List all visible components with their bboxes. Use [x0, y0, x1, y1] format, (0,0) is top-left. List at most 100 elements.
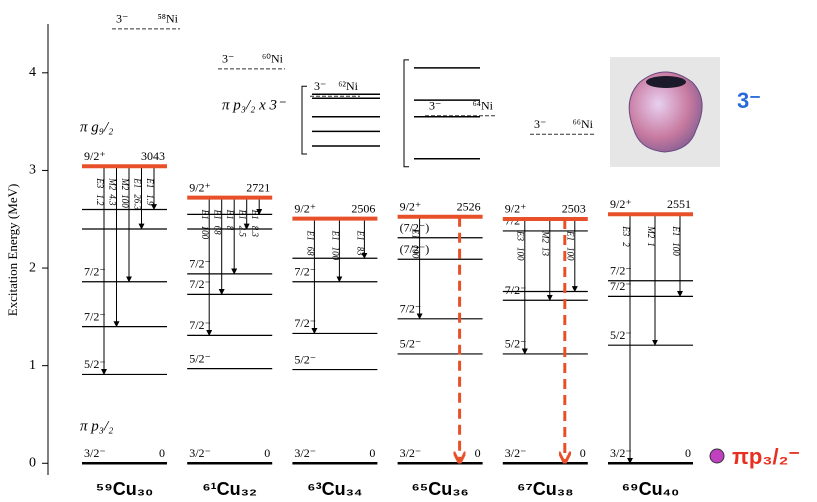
transition-intensity: 26.3 — [132, 194, 142, 210]
y-tick-label: 0 — [29, 456, 36, 471]
transition-type: M2 — [646, 225, 656, 238]
energy-label: 2503 — [562, 202, 586, 216]
nucleus-name: ⁶¹Cu₃₂ — [202, 479, 257, 499]
orbital-label: π p₃/₂ — [80, 418, 113, 434]
multiplet-bracket — [302, 86, 307, 154]
transition-intensity: 8 — [225, 226, 235, 231]
transition-intensity: 100 — [671, 242, 681, 256]
spin-label: 5/2⁻ — [610, 328, 632, 342]
energy-label: 0 — [685, 446, 691, 460]
spin-label: 7/2⁻ — [505, 283, 527, 297]
transition-intensity: 83 — [355, 247, 365, 257]
transition-intensity: 13 — [541, 247, 551, 257]
energy-label: 2551 — [667, 197, 691, 211]
multiplet-bracket — [404, 60, 409, 167]
spin-label: 7/2⁻ — [294, 316, 316, 330]
deformation-label: 3⁻ — [737, 88, 761, 113]
transition-type: E1 — [330, 230, 340, 241]
coupling-label: π p₃/₂ x 3⁻ — [222, 97, 286, 113]
octupole-spin: 3⁻ — [222, 52, 234, 66]
energy-label: 0 — [475, 446, 481, 460]
y-tick-label: 1 — [29, 358, 36, 373]
energy-label: 2526 — [457, 199, 481, 213]
spin-label: 7/2⁻ — [610, 263, 632, 277]
nucleus-name: ⁶³Cu₃₄ — [307, 479, 362, 499]
transition-type: M2 — [541, 230, 551, 243]
energy-label: 0 — [369, 446, 375, 460]
transition-intensity: 100 — [566, 247, 576, 261]
image-detail — [646, 76, 686, 88]
transition-type: E1 — [671, 225, 681, 236]
spin-label: 3/2⁻ — [505, 446, 527, 460]
transition-intensity: 1.2 — [95, 194, 105, 206]
transition-type: E3 — [516, 230, 526, 241]
energy-label: 3043 — [141, 149, 165, 163]
spin-label: 3/2⁻ — [400, 446, 422, 460]
spin-label: 7/2⁻ — [294, 264, 316, 278]
spin-label: 7/2⁻ — [84, 264, 106, 278]
spin-label: 5/2⁻ — [84, 357, 106, 371]
spin-label: 5/2⁻ — [189, 351, 211, 365]
transition-intensity: 2 — [621, 242, 631, 247]
octupole-spin: 3⁻ — [116, 12, 128, 26]
spin-label: 3/2⁻ — [294, 446, 316, 460]
orbital-label: π g₉/₂ — [80, 119, 113, 135]
transition-intensity: 4.3 — [107, 194, 117, 206]
spin-label: 5/2⁻ — [294, 352, 316, 366]
spin-label: 3/2⁻ — [84, 446, 106, 460]
transition-intensity: 8.3 — [250, 226, 260, 238]
y-tick-label: 3 — [29, 163, 36, 178]
transition-type: E1 — [355, 230, 365, 241]
spin-label: 9/2⁺ — [294, 201, 316, 215]
y-axis-label: Excitation Energy (MeV) — [5, 184, 20, 317]
octupole-nucleus: ⁶⁶Ni — [573, 117, 594, 131]
nucleus-name: ⁶⁷Cu₃₈ — [517, 479, 573, 499]
chart: Excitation Energy (MeV) π g₉/₂ π p₃/₂ π … — [0, 0, 817, 502]
spin-label: 7/2⁻ — [189, 277, 211, 291]
transition-type: M2 — [107, 177, 117, 190]
spin-label: 9/2⁺ — [610, 197, 632, 211]
transition-type: E1 — [145, 177, 155, 188]
transition-type: M2 — [120, 177, 130, 190]
transition-intensity: 68 — [213, 226, 223, 236]
octupole-spin: 3⁻ — [534, 117, 546, 131]
spin-label: 7/2⁻ — [189, 318, 211, 332]
transition-intensity: 68 — [305, 247, 315, 257]
spin-label: (7/2⁻) — [400, 242, 430, 256]
transition-type: E1 — [305, 230, 315, 241]
octupole-nucleus: ⁶⁰Ni — [262, 52, 284, 66]
energy-label: 0 — [580, 446, 586, 460]
legend-dot — [710, 449, 724, 463]
transition-intensity: 100 — [120, 194, 130, 208]
page: Excitation Energy (MeV) π g₉/₂ π p₃/₂ π … — [0, 0, 817, 502]
transition-type: E1 — [566, 230, 576, 241]
spin-label: (7/2⁻) — [400, 221, 430, 235]
nucleus-name: ⁶⁹Cu₄₀ — [622, 479, 680, 499]
spin-label: 9/2⁺ — [189, 180, 211, 194]
transition-intensity: 1.9 — [145, 194, 155, 206]
spin-label: 9/2⁺ — [400, 199, 422, 213]
spin-label: 5/2⁻ — [400, 337, 422, 351]
energy-label: 0 — [264, 446, 270, 460]
octupole-nucleus: ⁵⁸Ni — [158, 12, 179, 26]
transition-type: E3 — [621, 225, 631, 236]
spin-label: 3/2⁻ — [189, 446, 211, 460]
spin-label: 7/2⁻ — [400, 302, 422, 316]
nucleus-name: ⁵⁹Cu₃₀ — [96, 479, 153, 499]
energy-label: 2721 — [246, 180, 270, 194]
spin-label: 7/2⁻ — [84, 309, 106, 323]
spin-label: 9/2⁺ — [84, 149, 106, 163]
octupole-nucleus: ⁶²Ni — [338, 79, 358, 93]
transition-intensity: 100 — [516, 247, 526, 261]
y-tick-label: 4 — [29, 65, 36, 80]
transition-type: E3 — [95, 177, 105, 188]
octupole-spin: 3⁻ — [314, 79, 326, 93]
spin-label: 9/2⁺ — [505, 202, 527, 216]
spin-label: 7/2⁻ — [189, 257, 211, 271]
transition-intensity: 100 — [200, 226, 210, 240]
spin-label: 5/2⁻ — [505, 337, 527, 351]
energy-label: 2506 — [351, 201, 375, 215]
spin-label: 3/2⁻ — [610, 446, 632, 460]
state-label: πp₃/₂⁻ — [732, 444, 800, 469]
nucleus-name: ⁶⁵Cu₃₆ — [411, 479, 468, 499]
